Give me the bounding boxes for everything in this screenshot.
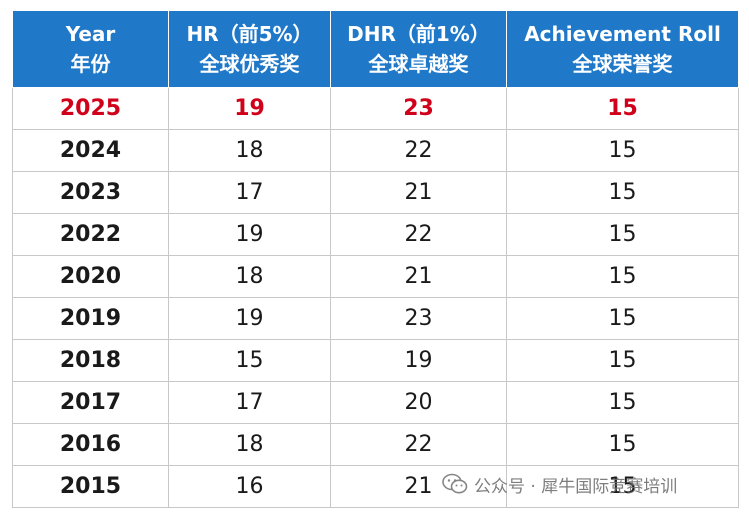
cell-dhr: 23	[330, 87, 507, 130]
results-table-container: Year 年份 HR（前5%） 全球优秀奖 DHR（前1%） 全球卓越奖 Ach…	[12, 10, 739, 514]
cell-roll: 15	[506, 129, 739, 172]
cell-dhr: 22	[330, 129, 507, 172]
cell-year: 2015	[12, 465, 169, 508]
cell-roll: 15	[506, 381, 739, 424]
cell-roll: 15	[506, 171, 739, 214]
table-row: 2018 15 19 15	[12, 339, 739, 382]
table-row: 2015 16 21 15	[12, 465, 739, 508]
cell-hr: 19	[168, 213, 331, 256]
cell-dhr: 21	[330, 171, 507, 214]
cell-roll: 15	[506, 255, 739, 298]
cell-dhr: 19	[330, 339, 507, 382]
table-row: 2024 18 22 15	[12, 129, 739, 172]
cell-year: 2016	[12, 423, 169, 466]
table-row: 2025 19 23 15	[12, 87, 739, 130]
cell-dhr: 21	[330, 255, 507, 298]
cell-hr: 19	[168, 297, 331, 340]
cell-hr: 19	[168, 87, 331, 130]
cell-year: 2018	[12, 339, 169, 382]
header-hr-en: HR（前5%）	[186, 22, 313, 46]
cell-dhr: 23	[330, 297, 507, 340]
header-hr: HR（前5%） 全球优秀奖	[168, 10, 331, 88]
header-roll-zh: 全球荣誉奖	[572, 52, 673, 76]
header-dhr-en: DHR（前1%）	[347, 22, 490, 46]
header-year: Year 年份	[12, 10, 169, 88]
cell-year: 2022	[12, 213, 169, 256]
header-hr-zh: 全球优秀奖	[199, 52, 300, 76]
cell-year: 2024	[12, 129, 169, 172]
table-row: 2016 18 22 15	[12, 423, 739, 466]
cell-hr: 17	[168, 171, 331, 214]
cell-roll: 15	[506, 297, 739, 340]
cell-year: 2023	[12, 171, 169, 214]
header-year-zh: 年份	[70, 52, 111, 76]
wechat-icon	[442, 473, 468, 495]
cell-hr: 18	[168, 423, 331, 466]
table-row: 2019 19 23 15	[12, 297, 739, 340]
cell-roll: 15	[506, 87, 739, 130]
cell-year: 2025	[12, 87, 169, 130]
cell-dhr: 21	[330, 465, 507, 508]
cell-roll: 15	[506, 339, 739, 382]
cell-hr: 18	[168, 255, 331, 298]
cell-roll: 15	[506, 423, 739, 466]
header-dhr-zh: 全球卓越奖	[368, 52, 469, 76]
watermark: 公众号 · 犀牛国际竞赛培训	[442, 470, 677, 498]
table-row: 2020 18 21 15	[12, 255, 739, 298]
cell-hr: 15	[168, 339, 331, 382]
cell-dhr: 22	[330, 213, 507, 256]
header-year-en: Year	[65, 22, 116, 46]
cell-roll: 15	[506, 465, 739, 508]
cell-dhr: 22	[330, 423, 507, 466]
header-dhr: DHR（前1%） 全球卓越奖	[330, 10, 507, 88]
cell-year: 2019	[12, 297, 169, 340]
header-row: Year 年份 HR（前5%） 全球优秀奖 DHR（前1%） 全球卓越奖 Ach…	[12, 10, 739, 88]
table-row: 2017 17 20 15	[12, 381, 739, 424]
table-row: 2022 19 22 15	[12, 213, 739, 256]
cell-hr: 17	[168, 381, 331, 424]
cell-roll: 15	[506, 213, 739, 256]
watermark-text: 公众号 · 犀牛国际竞赛培训	[474, 476, 678, 497]
table-body: 2025 19 23 15 2024 18 22 15 2023 17 21 1…	[12, 87, 739, 508]
results-table: Year 年份 HR（前5%） 全球优秀奖 DHR（前1%） 全球卓越奖 Ach…	[12, 10, 739, 508]
cell-hr: 16	[168, 465, 331, 508]
cell-hr: 18	[168, 129, 331, 172]
cell-dhr: 20	[330, 381, 507, 424]
table-row: 2023 17 21 15	[12, 171, 739, 214]
header-roll-en: Achievement Roll	[524, 22, 721, 46]
cell-year: 2017	[12, 381, 169, 424]
header-achievement-roll: Achievement Roll 全球荣誉奖	[506, 10, 739, 88]
cell-year: 2020	[12, 255, 169, 298]
